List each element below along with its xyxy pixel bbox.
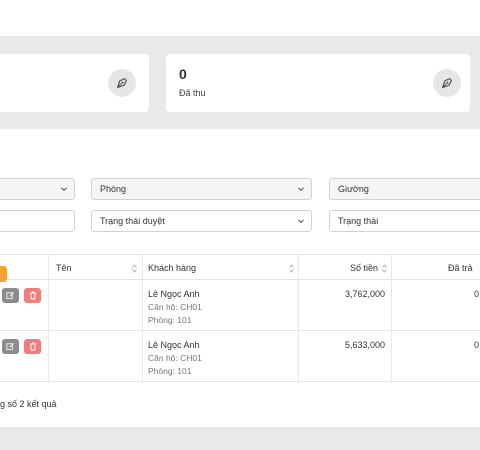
top-bar <box>0 0 480 36</box>
sort-icon[interactable] <box>132 264 137 273</box>
column-divider <box>391 254 392 383</box>
chevron-down-icon <box>61 187 67 192</box>
trash-icon <box>29 291 36 300</box>
paid-label: Đã thu <box>179 88 206 98</box>
header-name[interactable]: Tên <box>56 263 72 273</box>
summary-card-1 <box>0 54 149 112</box>
pencil-nib-icon <box>108 69 136 97</box>
delete-button[interactable] <box>24 288 41 303</box>
room-select[interactable]: Phòng <box>91 178 312 200</box>
column-divider <box>142 254 143 383</box>
filter-select-1[interactable] <box>0 178 75 200</box>
amount-value: 3,762,000 <box>345 289 386 299</box>
header-paid[interactable]: Đã trả <box>448 263 473 273</box>
customer-room: Phòng: 101 <box>148 366 192 376</box>
table-header: Tên Khách hàng Số tiền Đã trả <box>0 254 480 280</box>
customer-name: Lê Ngọc Anh <box>148 289 200 299</box>
customer-apartment: Căn hộ: CH01 <box>148 302 202 312</box>
pencil-nib-icon <box>433 69 461 97</box>
chevron-down-icon <box>298 187 304 192</box>
summary-card-paid: 0 Đã thu <box>166 54 470 112</box>
amount-value: 5,633,000 <box>345 340 386 350</box>
add-button-edge[interactable] <box>0 266 7 282</box>
header-amount[interactable]: Số tiền <box>350 263 379 273</box>
paid-value: 0 <box>474 289 480 299</box>
paid-value: 0 <box>474 340 480 350</box>
paid-value: 0 <box>179 66 187 82</box>
edit-icon <box>6 292 14 300</box>
approval-status-select[interactable]: Trạng thái duyệt <box>91 210 312 232</box>
table-row: Lê Ngọc Anh Căn hộ: CH01 Phòng: 101 5,63… <box>0 331 480 382</box>
chevron-down-icon <box>298 219 304 224</box>
sort-icon[interactable] <box>382 264 387 273</box>
bed-select[interactable]: Giường <box>329 178 480 200</box>
delete-button[interactable] <box>24 339 41 354</box>
table-row: Lê Ngọc Anh Căn hộ: CH01 Phòng: 101 3,76… <box>0 280 480 331</box>
customer-apartment: Căn hộ: CH01 <box>148 353 202 363</box>
status-input[interactable]: Trạng thái <box>329 210 480 232</box>
edit-button[interactable] <box>2 339 19 354</box>
result-summary: g số 2 kết quả <box>0 399 57 409</box>
edit-button[interactable] <box>2 288 19 303</box>
filter-input-1[interactable] <box>0 210 75 232</box>
column-divider <box>48 254 49 383</box>
header-customer[interactable]: Khách hàng <box>148 263 197 273</box>
customer-name: Lê Ngọc Anh <box>148 340 200 350</box>
sort-icon[interactable] <box>289 264 294 273</box>
customer-room: Phòng: 101 <box>148 315 192 325</box>
column-divider <box>298 254 299 383</box>
edit-icon <box>6 343 14 351</box>
trash-icon <box>29 342 36 351</box>
